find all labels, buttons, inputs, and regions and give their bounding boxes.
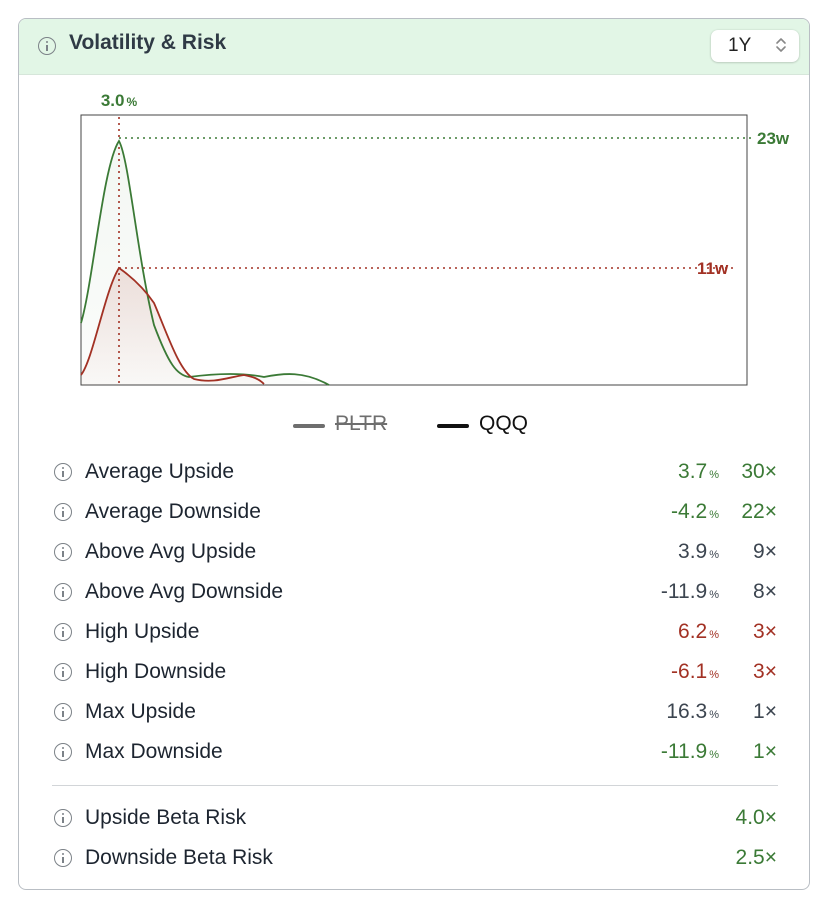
metric-value: -4.2% [671,500,719,524]
info-icon[interactable] [54,849,72,867]
metric-occurrences: 8× [753,580,777,603]
chart-legend: PLTR QQQ [19,411,809,439]
metric-occurrences: 30× [741,460,777,483]
metric-value-number: 3.7 [678,460,708,483]
legend-swatch [293,424,325,428]
metric-label: Max Upside [85,700,196,723]
metric-row: High Downside -6.1% 3× [19,656,809,688]
chevron-up-down-icon [776,38,786,52]
beta-label: Upside Beta Risk [85,806,247,829]
metric-value: -6.1% [671,660,719,684]
info-icon[interactable] [54,503,72,521]
metric-label: Max Downside [85,740,223,763]
metric-row: Average Downside -4.2% 22× [19,496,809,528]
legend-label: PLTR [335,412,388,435]
legend-item-qqq[interactable]: QQQ [437,411,547,439]
metric-value-number: -6.1 [671,660,708,683]
series-red-line [80,266,265,385]
metric-row: High Upside 6.2% 3× [19,616,809,648]
metric-label: Above Avg Downside [85,580,284,603]
info-icon[interactable] [54,463,72,481]
info-icon[interactable] [54,623,72,641]
period-value: 1Y [728,35,752,56]
metric-value-unit: % [709,669,719,681]
info-icon[interactable] [54,703,72,721]
metric-value: 3.7% [678,460,719,484]
metric-label: Above Avg Upside [85,540,257,563]
info-icon[interactable] [38,37,56,55]
metric-value-unit: % [709,709,719,721]
info-icon[interactable] [54,583,72,601]
volatility-risk-panel: Volatility & Risk 1Y 3.0% [18,18,810,890]
info-icon[interactable] [54,543,72,561]
metric-occurrences: 22× [741,500,777,523]
red-marker-label: 11w [697,259,729,278]
metric-value-number: 6.2 [678,620,708,643]
metric-label: Average Upside [85,460,235,483]
metric-row: Above Avg Upside 3.9% 9× [19,536,809,568]
legend-label: QQQ [479,412,529,435]
volatility-distribution-chart: 3.0% 23w 11w [80,91,790,386]
beta-row: Downside Beta Risk 2.5× [19,842,809,874]
legend-item-pltr[interactable]: PLTR [293,411,403,439]
beta-label: Downside Beta Risk [85,846,273,869]
metric-value: -11.9% [661,580,719,604]
panel-title: Volatility & Risk [69,31,227,54]
metric-value-number: -11.9 [660,740,708,763]
metric-value-unit: % [709,589,719,601]
metric-value-unit: % [709,549,719,561]
metric-row: Average Upside 3.7% 30× [19,456,809,488]
metric-value-number: 3.9 [678,540,708,563]
beta-value: 2.5× [735,846,777,869]
metric-value: 16.3% [666,700,719,724]
metric-occurrences: 3× [753,620,777,643]
metric-occurrences: 1× [753,700,777,723]
legend-swatch [437,424,469,428]
metric-label: High Downside [85,660,227,683]
metric-occurrences: 1× [753,740,777,763]
red-fill-area [81,268,264,385]
metric-value: -11.9% [661,740,719,764]
divider [52,785,778,786]
metric-value-number: -4.2 [671,500,708,523]
metric-value: 6.2% [678,620,719,644]
info-icon[interactable] [54,809,72,827]
plot-frame [80,114,748,386]
green-marker-label: 23w [757,129,790,148]
beta-row: Upside Beta Risk 4.0× [19,802,809,834]
peak-label: 3.0% [101,91,138,110]
info-icon[interactable] [54,663,72,681]
metric-value-unit: % [709,749,719,761]
metric-value-unit: % [709,629,719,641]
beta-value: 4.0× [735,806,777,829]
metric-label: Average Downside [85,500,261,523]
metric-occurrences: 9× [753,540,777,563]
metric-value: 3.9% [678,540,719,564]
metric-value-unit: % [709,469,719,481]
metric-label: High Upside [85,620,200,643]
metric-row: Max Upside 16.3% 1× [19,696,809,728]
metric-occurrences: 3× [753,660,777,683]
series-green-line [80,139,330,386]
info-icon[interactable] [54,743,72,761]
metric-row: Above Avg Downside -11.9% 8× [19,576,809,608]
metric-value-unit: % [709,509,719,521]
metric-row: Max Downside -11.9% 1× [19,736,809,768]
panel-header: Volatility & Risk 1Y [19,19,809,75]
metric-value-number: -11.9 [660,580,708,603]
period-select[interactable]: 1Y [711,30,799,62]
metric-value-number: 16.3 [666,700,708,723]
